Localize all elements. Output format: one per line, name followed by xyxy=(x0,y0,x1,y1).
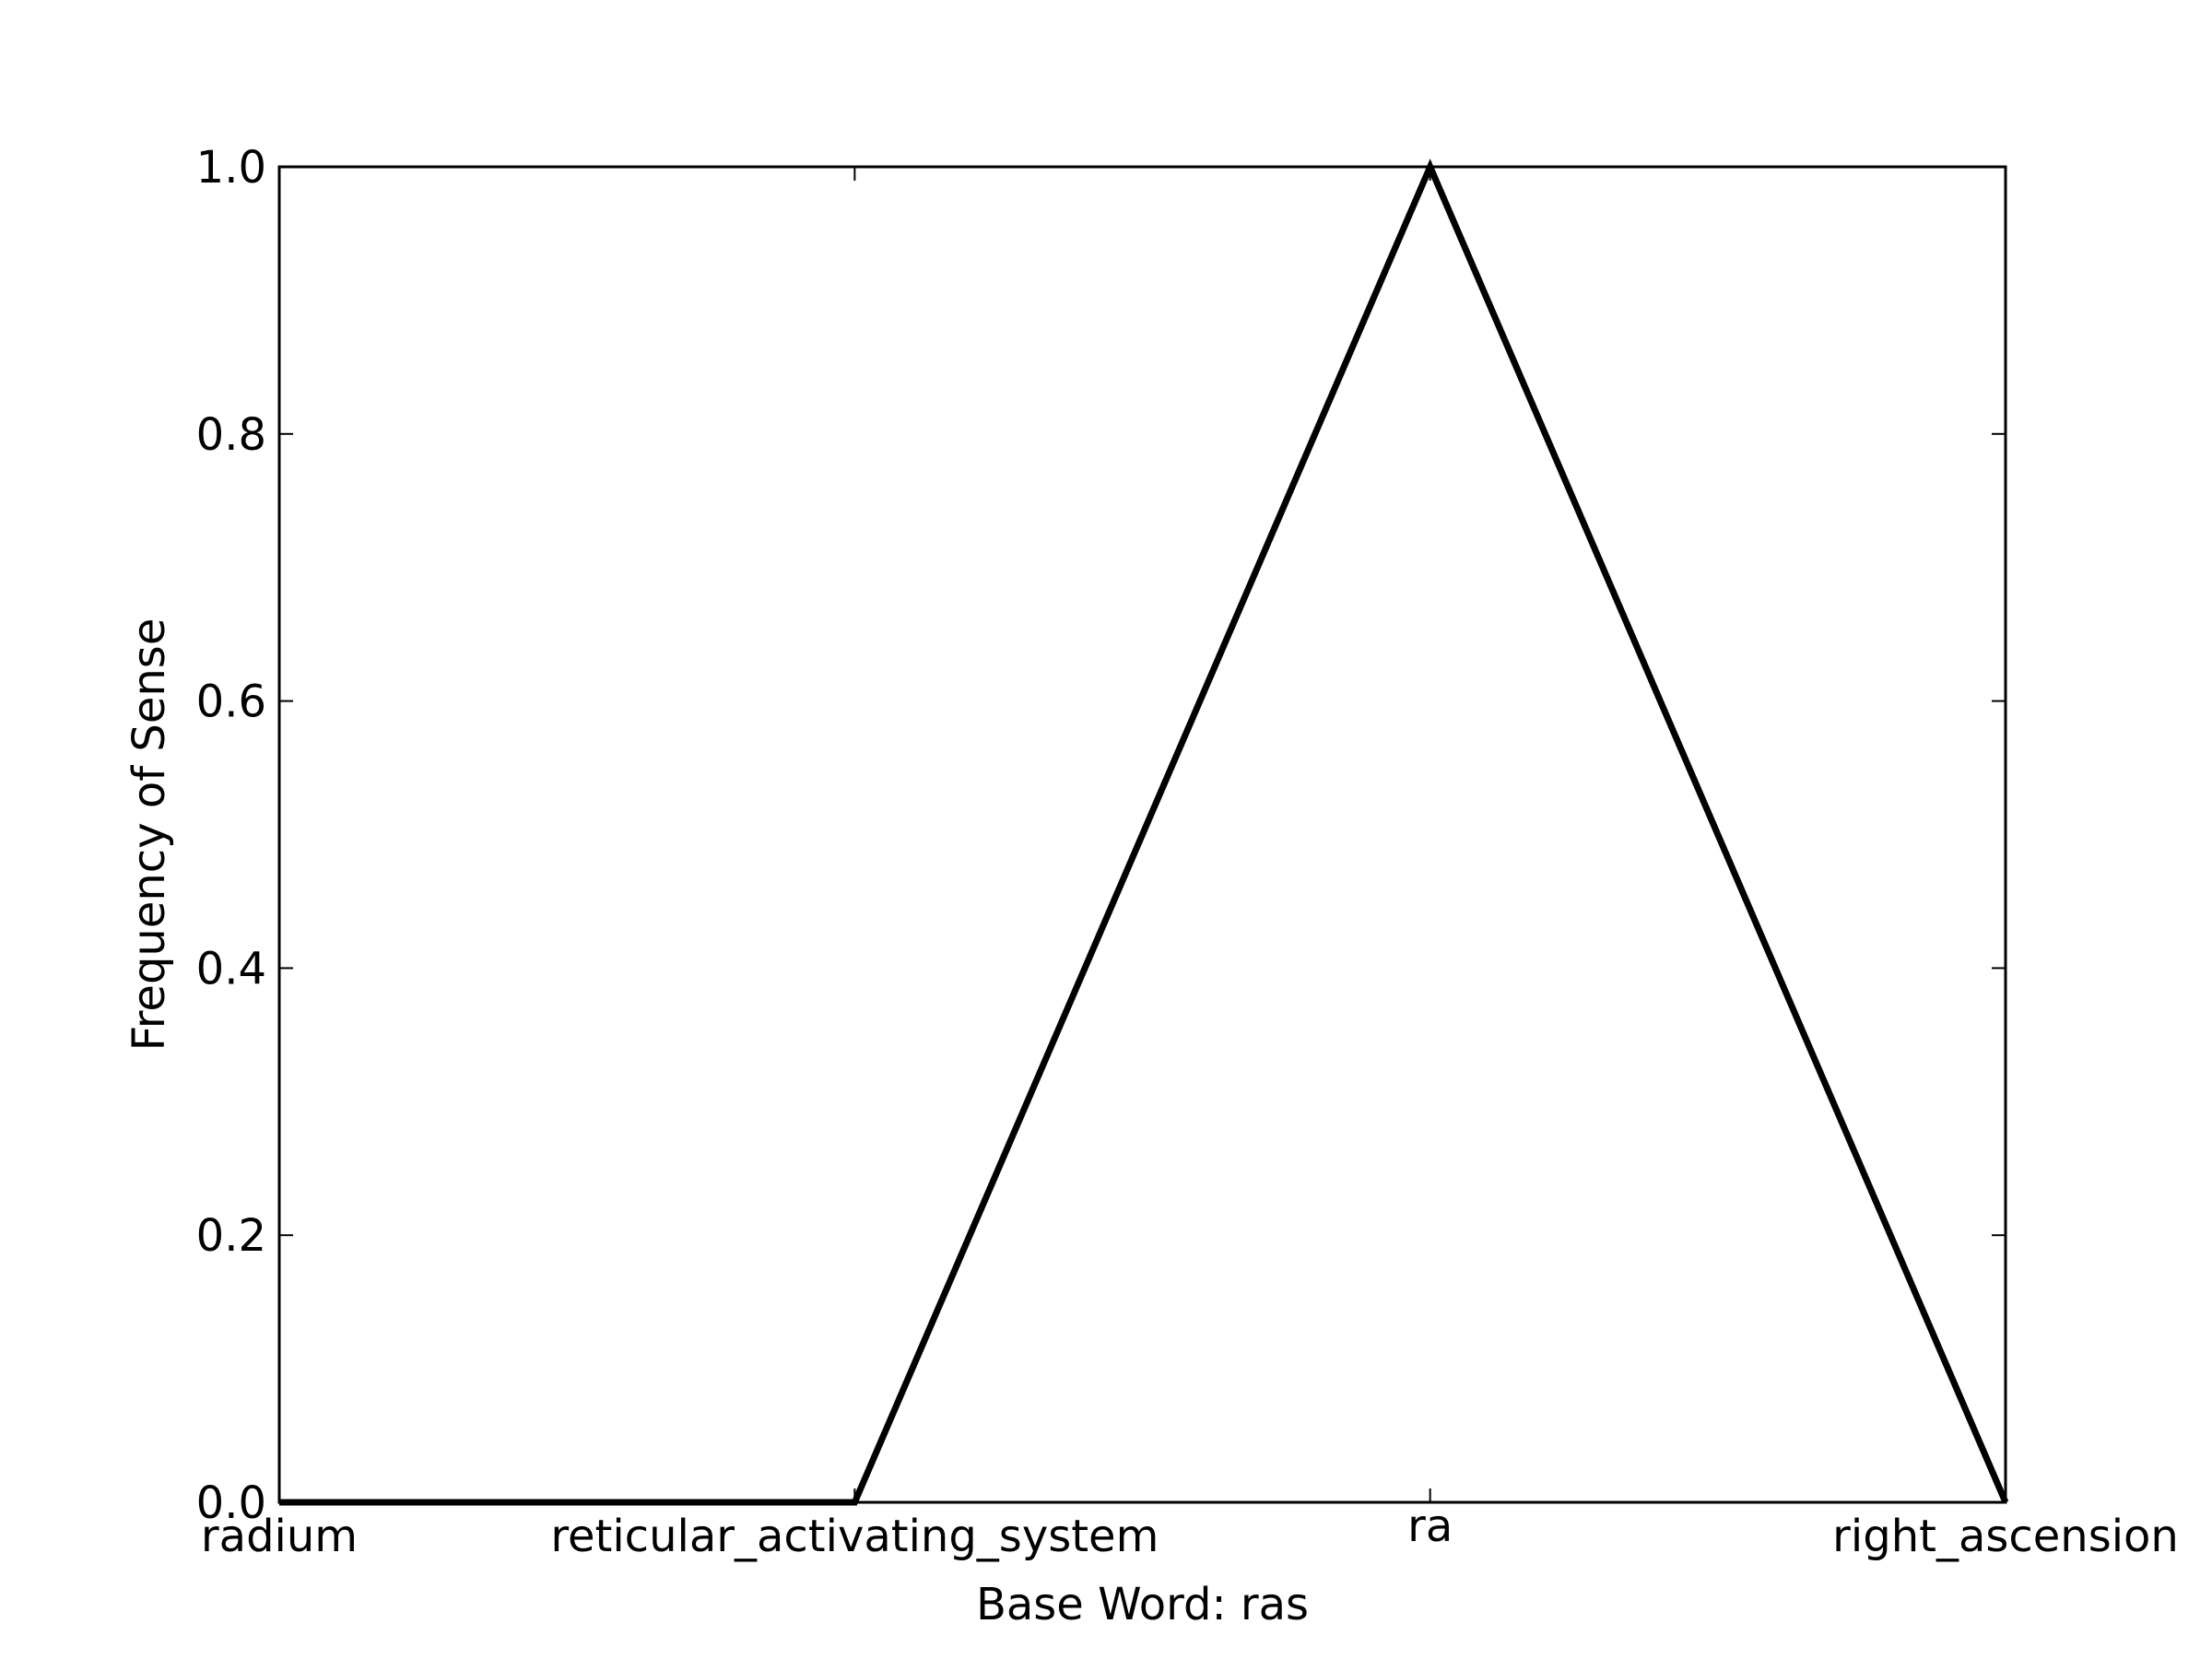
x-tick-label: right_ascension xyxy=(1832,1511,2179,1562)
y-tick-label: 0.6 xyxy=(196,677,266,728)
y-tick-label: 0.4 xyxy=(196,943,266,994)
y-axis-title: Frequency of Sense xyxy=(124,618,175,1052)
x-axis-title: Base Word: ras xyxy=(976,1579,1309,1630)
y-tick-label: 1.0 xyxy=(196,142,266,194)
x-tick-label: ra xyxy=(1407,1500,1453,1552)
x-tick-label: radium xyxy=(201,1511,358,1562)
y-tick-label: 0.2 xyxy=(196,1210,266,1262)
y-tick-label: 0.8 xyxy=(196,409,266,461)
plot-frame xyxy=(277,165,2007,1504)
tick-labels: radium reticular_activating_system ra right… xyxy=(196,142,2179,1562)
x-tick-label: reticular_activating_system xyxy=(550,1511,1159,1562)
y-tick-label: 0.0 xyxy=(196,1477,266,1529)
